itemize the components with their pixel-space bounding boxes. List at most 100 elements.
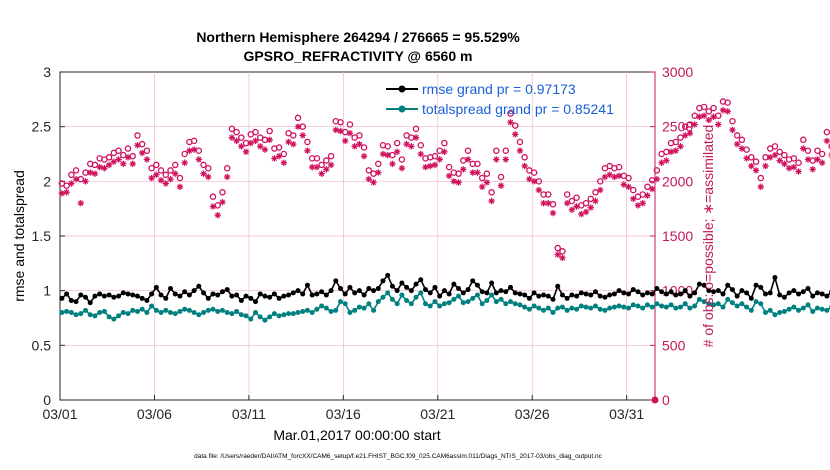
rmse-point xyxy=(253,299,258,305)
asterisk-stroke xyxy=(375,169,381,176)
obs-assimilated-point xyxy=(153,171,160,178)
asterisk-stroke xyxy=(512,131,518,137)
series-totalspread xyxy=(59,290,830,323)
totalspread-point xyxy=(517,302,523,308)
totalspread-point xyxy=(408,301,414,307)
asterisk-stroke xyxy=(517,148,523,154)
obs-possible-point xyxy=(705,108,713,115)
asterisk-stroke xyxy=(555,251,561,258)
asterisk-stroke xyxy=(484,179,490,186)
totalspread-point xyxy=(446,300,452,306)
totalspread-point xyxy=(172,311,178,317)
rmse-point xyxy=(219,289,225,295)
obs-possible-point xyxy=(757,174,765,182)
asterisk-stroke xyxy=(616,173,622,179)
rmse-point xyxy=(248,295,254,301)
obs-possible-point xyxy=(304,138,311,146)
rmse-point xyxy=(555,283,561,289)
asterisk-stroke xyxy=(267,137,273,143)
rmse-point xyxy=(696,281,702,287)
totalspread-point xyxy=(644,302,650,308)
obs-possible-point xyxy=(176,174,184,182)
obs-assimilated-point xyxy=(441,148,448,156)
totalspread-point xyxy=(654,301,660,307)
rmse-point xyxy=(559,292,565,298)
rmse-point xyxy=(715,288,721,294)
totalspread-point xyxy=(158,310,164,316)
totalspread-point xyxy=(767,307,773,313)
obs-possible-point xyxy=(752,158,760,165)
totalspread-point xyxy=(130,307,136,313)
rmse-point xyxy=(484,290,490,296)
obs-assimilated-point xyxy=(526,175,533,183)
obs-assimilated-point xyxy=(464,156,472,163)
totalspread-point xyxy=(725,296,731,302)
y-tick-label-left: 3 xyxy=(43,64,51,80)
rmse-point xyxy=(338,285,343,291)
rmse-point xyxy=(767,290,773,296)
asterisk-stroke xyxy=(654,176,660,182)
rmse-point xyxy=(711,289,717,295)
rmse-point xyxy=(824,293,830,299)
asterisk-stroke xyxy=(385,152,391,158)
rmse-point xyxy=(361,292,367,298)
totalspread-point xyxy=(253,310,258,316)
obs-possible-point xyxy=(545,191,552,198)
totalspread-point xyxy=(796,307,802,313)
obs-possible-point xyxy=(455,170,462,177)
rmse-point xyxy=(734,293,740,299)
rmse-point xyxy=(588,292,594,298)
x-tick-label: 03/26 xyxy=(515,406,550,422)
asterisk-stroke xyxy=(366,176,372,182)
rmse-point xyxy=(196,283,202,289)
obs-assimilated-point xyxy=(502,156,509,163)
totalspread-point xyxy=(810,308,816,314)
obs-assimilated-point xyxy=(271,155,278,162)
asterisk-stroke xyxy=(470,169,476,176)
obs-possible-point xyxy=(460,157,467,164)
asterisk-stroke xyxy=(59,190,65,197)
obs-possible-point xyxy=(483,170,491,177)
asterisk-stroke xyxy=(621,181,627,188)
asterisk-stroke xyxy=(710,114,717,120)
obs-assimilated-point xyxy=(261,146,269,153)
totalspread-point xyxy=(267,314,273,320)
obs-possible-point xyxy=(573,194,580,201)
totalspread-point xyxy=(219,307,225,313)
obs-possible-point xyxy=(715,112,722,119)
totalspread-point xyxy=(512,301,518,307)
obs-possible-point xyxy=(724,99,731,106)
totalspread-point xyxy=(550,310,556,316)
obs-assimilated-point xyxy=(379,150,387,158)
rmse-point xyxy=(342,291,348,297)
totalspread-point xyxy=(668,302,674,308)
obs-possible-point xyxy=(200,161,207,169)
totalspread-point xyxy=(663,304,669,310)
rmse-point xyxy=(522,292,528,298)
totalspread-point xyxy=(682,301,688,307)
rmse-point xyxy=(432,284,438,290)
rmse-point xyxy=(564,295,570,301)
obs-possible-point xyxy=(738,136,746,144)
y-tick-label-left: 0 xyxy=(43,392,51,408)
totalspread-point xyxy=(640,305,646,311)
asterisk-stroke xyxy=(172,171,178,177)
totalspread-point xyxy=(385,290,391,296)
obs-assimilated-point xyxy=(700,112,708,119)
asterisk-stroke xyxy=(68,180,74,187)
obs-assimilated-point xyxy=(148,174,155,182)
totalspread-point xyxy=(545,305,551,311)
totalspread-point xyxy=(593,303,598,309)
asterisk-stroke xyxy=(550,210,556,216)
obs-possible-point xyxy=(823,128,830,136)
obs-assimilated-point xyxy=(370,179,377,186)
rmse-point xyxy=(352,290,358,296)
totalspread-point xyxy=(441,301,447,307)
obs-possible-point xyxy=(795,159,802,166)
legend-spread-label: totalspread grand pr = 0.85241 xyxy=(422,101,614,117)
obs-assimilated-point xyxy=(266,136,273,143)
totalspread-point xyxy=(588,305,594,311)
rmse-point xyxy=(777,292,783,298)
totalspread-point xyxy=(739,301,745,307)
obs-assimilated-point xyxy=(313,163,321,171)
